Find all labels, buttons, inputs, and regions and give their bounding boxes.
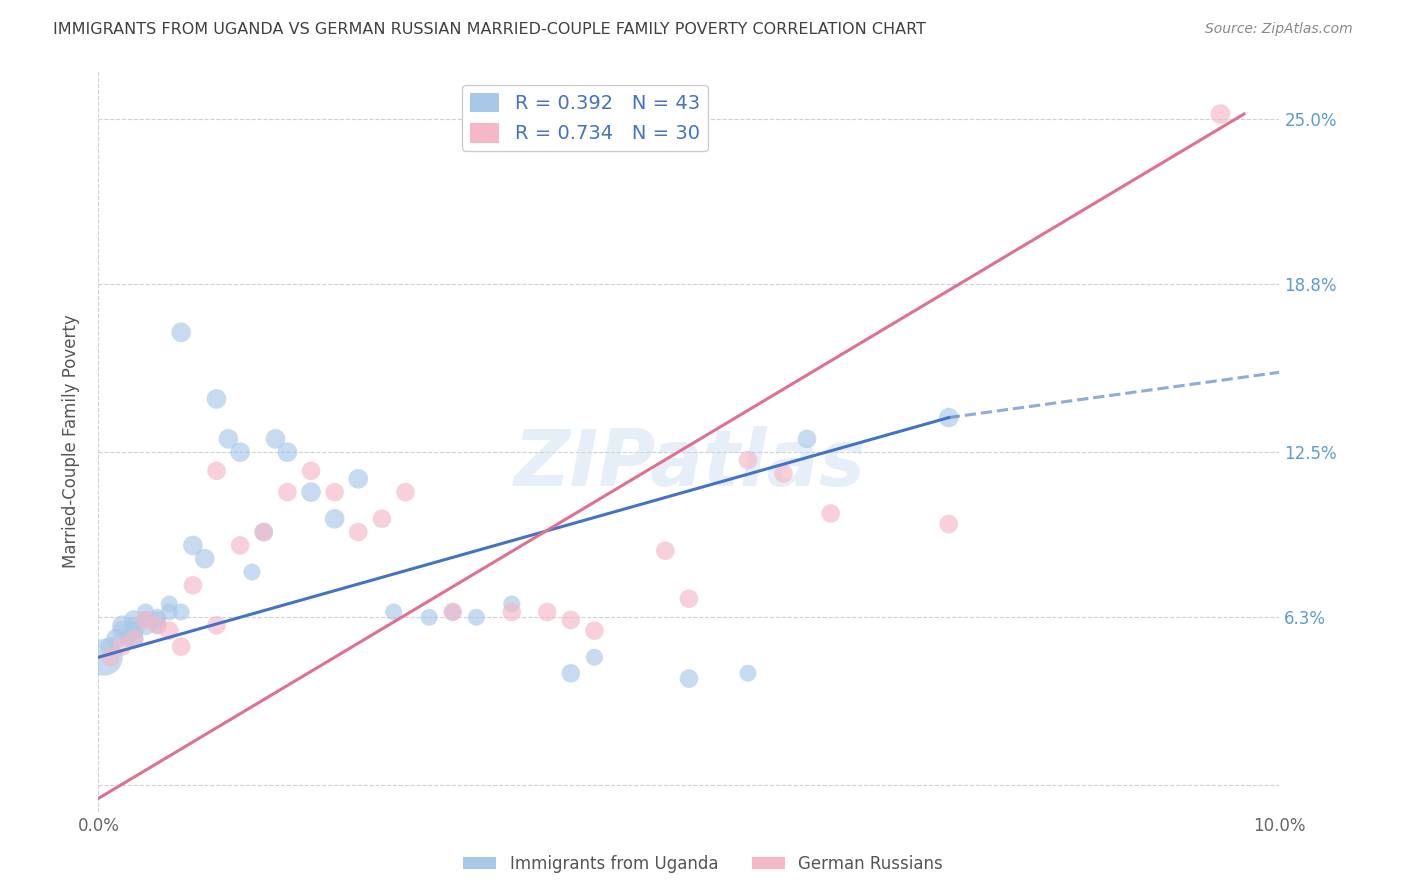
Legend: Immigrants from Uganda, German Russians: Immigrants from Uganda, German Russians [457,848,949,880]
Point [111,618,134,632]
Point [170,605,193,619]
Point [264,432,287,446]
Point [122,632,145,646]
Point [105,632,128,646]
Point [418,610,440,624]
Point [135,613,157,627]
Point [217,432,239,446]
Point [394,485,416,500]
Point [583,624,606,638]
Point [122,618,145,632]
Text: IMMIGRANTS FROM UGANDA VS GERMAN RUSSIAN MARRIED-COUPLE FAMILY POVERTY CORRELATI: IMMIGRANTS FROM UGANDA VS GERMAN RUSSIAN… [53,22,927,37]
Point [501,597,523,611]
Point [323,485,346,500]
Point [157,605,180,619]
Point [441,605,464,619]
Point [135,613,157,627]
Point [382,605,405,619]
Point [1209,107,1232,121]
Point [146,613,169,627]
Point [98,650,121,665]
Point [111,624,134,638]
Legend: R = 0.392   N = 43, R = 0.734   N = 30: R = 0.392 N = 43, R = 0.734 N = 30 [463,85,707,151]
Point [111,640,134,654]
Point [117,632,139,646]
Point [181,538,204,552]
Point [371,512,394,526]
Point [157,597,180,611]
Point [583,650,606,665]
Point [737,453,759,467]
Point [820,507,842,521]
Point [253,525,276,540]
Point [737,666,759,681]
Point [146,618,169,632]
Point [772,467,794,481]
Point [347,472,370,486]
Point [654,543,676,558]
Point [560,666,582,681]
Point [170,326,193,340]
Point [501,605,523,619]
Point [938,410,960,425]
Point [205,464,228,478]
Point [253,525,276,540]
Point [93,650,115,665]
Point [465,610,488,624]
Text: ZIPatlas: ZIPatlas [513,425,865,502]
Point [678,591,700,606]
Point [240,565,263,579]
Point [205,618,228,632]
Point [229,538,252,552]
Point [146,618,169,632]
Point [441,605,464,619]
Point [678,672,700,686]
Y-axis label: Married-Couple Family Poverty: Married-Couple Family Poverty [62,315,80,568]
Point [229,445,252,459]
Text: Source: ZipAtlas.com: Source: ZipAtlas.com [1205,22,1353,37]
Point [194,551,217,566]
Point [122,624,145,638]
Point [122,613,145,627]
Point [98,640,121,654]
Point [323,512,346,526]
Point [299,485,322,500]
Point [938,517,960,532]
Point [560,613,582,627]
Point [276,485,298,500]
Point [205,392,228,406]
Point [181,578,204,592]
Point [135,618,157,632]
Point [536,605,558,619]
Point [135,605,157,619]
Point [347,525,370,540]
Point [796,432,818,446]
Point [146,610,169,624]
Point [299,464,322,478]
Point [157,624,180,638]
Point [170,640,193,654]
Point [276,445,298,459]
Point [122,632,145,646]
